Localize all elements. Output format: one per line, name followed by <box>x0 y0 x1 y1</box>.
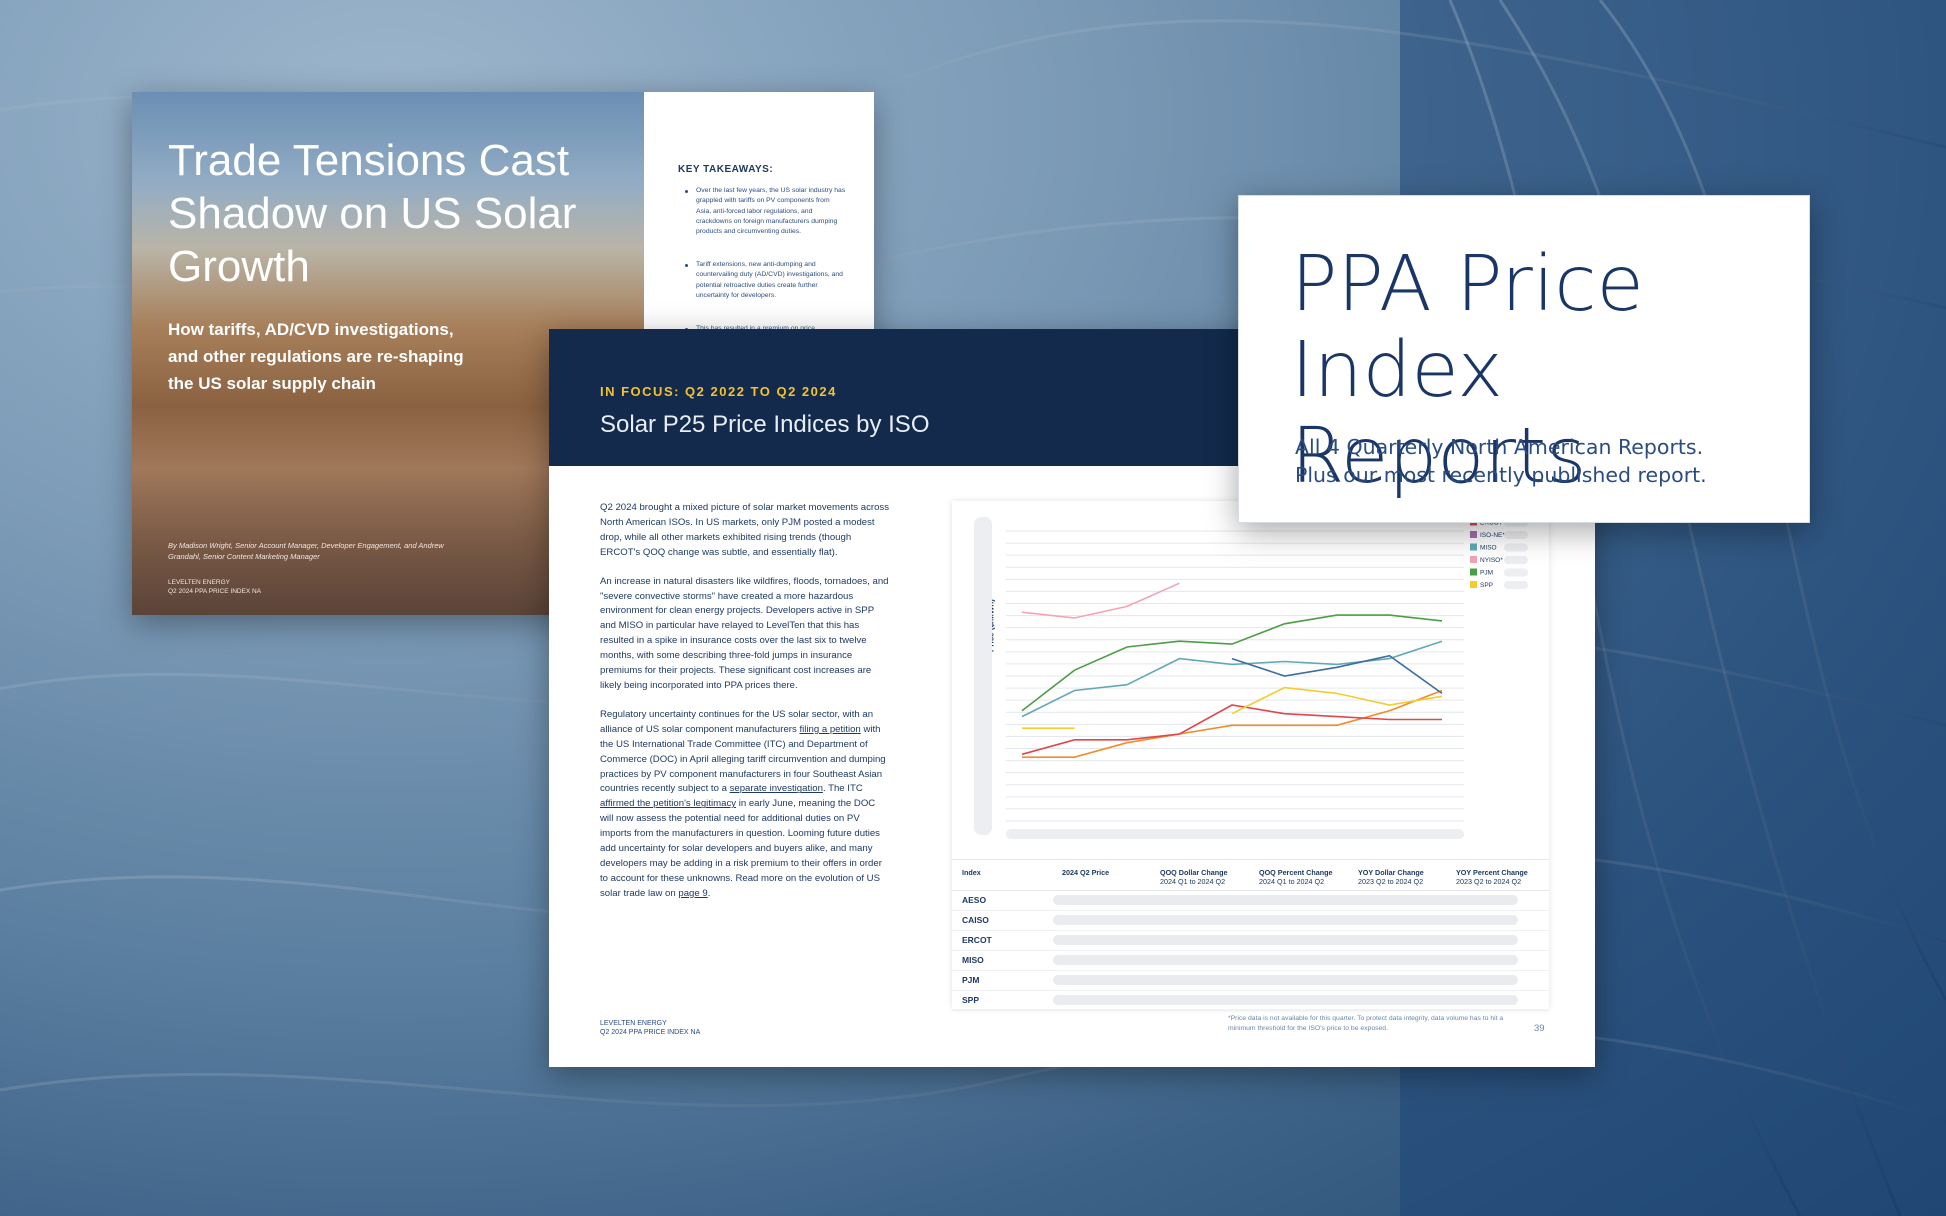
legend-label: ISO-NE* <box>1480 532 1505 539</box>
callout-subtitle-line: Plus our most recently published report. <box>1295 463 1707 487</box>
series-line-miso <box>1021 640 1443 718</box>
row-label: AESO <box>962 895 987 905</box>
legend-value-placeholder <box>1504 568 1528 577</box>
report-cover-byline: By Madison Wright, Senior Account Manage… <box>168 541 444 561</box>
col-header-qoq-dollar: QOQ Dollar Change 2024 Q1 to 2024 Q2 <box>1160 868 1228 886</box>
table-row: PJM <box>952 970 1549 991</box>
legend-swatch <box>1470 581 1477 588</box>
row-placeholder-bar <box>1053 935 1518 945</box>
text: . The ITC <box>822 783 863 795</box>
legend-label: NYISO* <box>1480 557 1503 564</box>
price-chart-panel: Price ($/MWh) CAISOERCOTISO-NE*MISONYISO… <box>952 501 1549 1011</box>
key-takeaways-title: KEY TAKEAWAYS: <box>678 164 774 175</box>
legend-swatch <box>1470 568 1477 576</box>
data-availability-note: *Price data is not available for this qu… <box>1228 1015 1504 1032</box>
series-line-ercot <box>1021 704 1442 756</box>
legend-label: SPP <box>1480 582 1493 589</box>
legend-value-placeholder <box>1504 581 1528 589</box>
legend-label: PJM <box>1480 570 1493 577</box>
report-page-eyebrow: IN FOCUS: Q2 2022 TO Q2 2024 <box>600 384 837 399</box>
ppa-reports-callout[interactable]: PPA Price Index Reports All 4 Quarterly … <box>1238 195 1810 523</box>
col-header-qoq-percent: QOQ Percent Change 2024 Q1 to 2024 Q2 <box>1259 868 1333 886</box>
callout-title: PPA Price Index Reports <box>1291 240 1644 501</box>
legend-value-placeholder <box>1504 556 1528 564</box>
x-axis-scroll-track <box>1006 829 1464 839</box>
row-placeholder-bar <box>1053 955 1518 965</box>
petition-legitimacy-link[interactable]: affirmed the petition's legitimacy <box>600 798 737 810</box>
row-placeholder-bar <box>1053 895 1518 905</box>
legend-swatch <box>1470 531 1477 538</box>
legend-swatch <box>1470 556 1477 563</box>
row-placeholder-bar <box>1053 975 1518 985</box>
report-page-body: Q2 2024 brought a mixed picture of solar… <box>600 501 890 916</box>
callout-subtitle: All 4 Quarterly North American Reports. … <box>1295 433 1775 489</box>
legend-value-placeholder <box>1504 543 1528 552</box>
footer-company: LEVELTEN ENERGY <box>168 579 231 586</box>
report-page-title: Solar P25 Price Indices by ISO <box>600 411 930 438</box>
legend-label: ERCOT <box>1480 520 1503 527</box>
report-cover-subtitle: How tariffs, AD/CVD investigations, and … <box>168 320 464 393</box>
body-paragraph: Q2 2024 brought a mixed picture of solar… <box>600 502 890 558</box>
legend-swatch <box>1470 543 1477 551</box>
text: with the US International Trade Committe… <box>600 723 886 795</box>
table-header: Index 2024 Q2 Price QOQ Dollar Change 202… <box>952 859 1549 891</box>
row-label: ERCOT <box>962 935 992 945</box>
report-cover-title: Trade Tensions Cast Shadow on US Solar G… <box>168 136 577 291</box>
col-header-price: 2024 Q2 Price <box>1062 868 1110 877</box>
col-header-yoy-percent: YOY Percent Change 2023 Q2 to 2024 Q2 <box>1456 868 1528 886</box>
text: Regulatory uncertainty continues for the… <box>600 708 874 735</box>
legend-value-placeholder <box>1504 531 1528 539</box>
row-label: MISO <box>962 955 984 965</box>
filing-petition-link[interactable]: filing a petition <box>799 723 861 735</box>
text: in early June, meaning the DOC will now … <box>600 798 882 899</box>
series-line-caiso <box>1022 689 1443 758</box>
col-header-index: Index <box>962 868 981 877</box>
row-placeholder-bar <box>1053 995 1518 1005</box>
row-label: PJM <box>962 975 980 985</box>
page-number: 39 <box>1534 1023 1545 1034</box>
y-axis-scroll-track <box>974 517 992 835</box>
text: . <box>707 887 711 899</box>
row-placeholder-bar <box>1053 915 1518 925</box>
col-header-yoy-dollar: YOY Dollar Change 2023 Q2 to 2024 Q2 <box>1358 868 1424 886</box>
footer-report-name: Q2 2024 PPA PRICE INDEX NA <box>600 1029 701 1036</box>
series-line-unlabeled <box>1231 654 1443 695</box>
body-paragraph: Regulatory uncertainty continues for the… <box>600 708 890 902</box>
table-row: CAISO <box>952 910 1549 931</box>
series-line-spp <box>1022 686 1443 729</box>
row-label: SPP <box>962 995 980 1005</box>
report-cover-footer: LEVELTEN ENERGY Q2 2024 PPA PRICE INDEX … <box>168 578 261 596</box>
takeaway-item: Tariff extensions, new anti-dumping and … <box>685 260 846 301</box>
takeaway-item: Over the last few years, the US solar in… <box>685 186 846 237</box>
footer-company: LEVELTEN ENERGY <box>600 1020 667 1027</box>
callout-subtitle-line: All 4 Quarterly North American Reports. <box>1295 435 1704 459</box>
table-row: SPP <box>952 990 1549 1011</box>
separate-investigation-link[interactable]: separate investigation <box>729 783 823 795</box>
table-row: ERCOT <box>952 930 1549 951</box>
page-9-link[interactable]: page 9 <box>678 887 708 899</box>
legend-label: MISO <box>1480 545 1497 552</box>
series-line-pjm <box>1021 614 1443 712</box>
table-row: AESO <box>952 890 1549 911</box>
series-line-nyiso <box>1021 582 1180 619</box>
table-row: MISO <box>952 950 1549 971</box>
body-paragraph: An increase in natural disasters like wi… <box>600 575 889 691</box>
row-label: CAISO <box>962 915 989 925</box>
report-page-footer: LEVELTEN ENERGY Q2 2024 PPA PRICE INDEX … <box>600 1019 700 1037</box>
footer-report-name: Q2 2024 PPA PRICE INDEX NA <box>168 588 262 595</box>
